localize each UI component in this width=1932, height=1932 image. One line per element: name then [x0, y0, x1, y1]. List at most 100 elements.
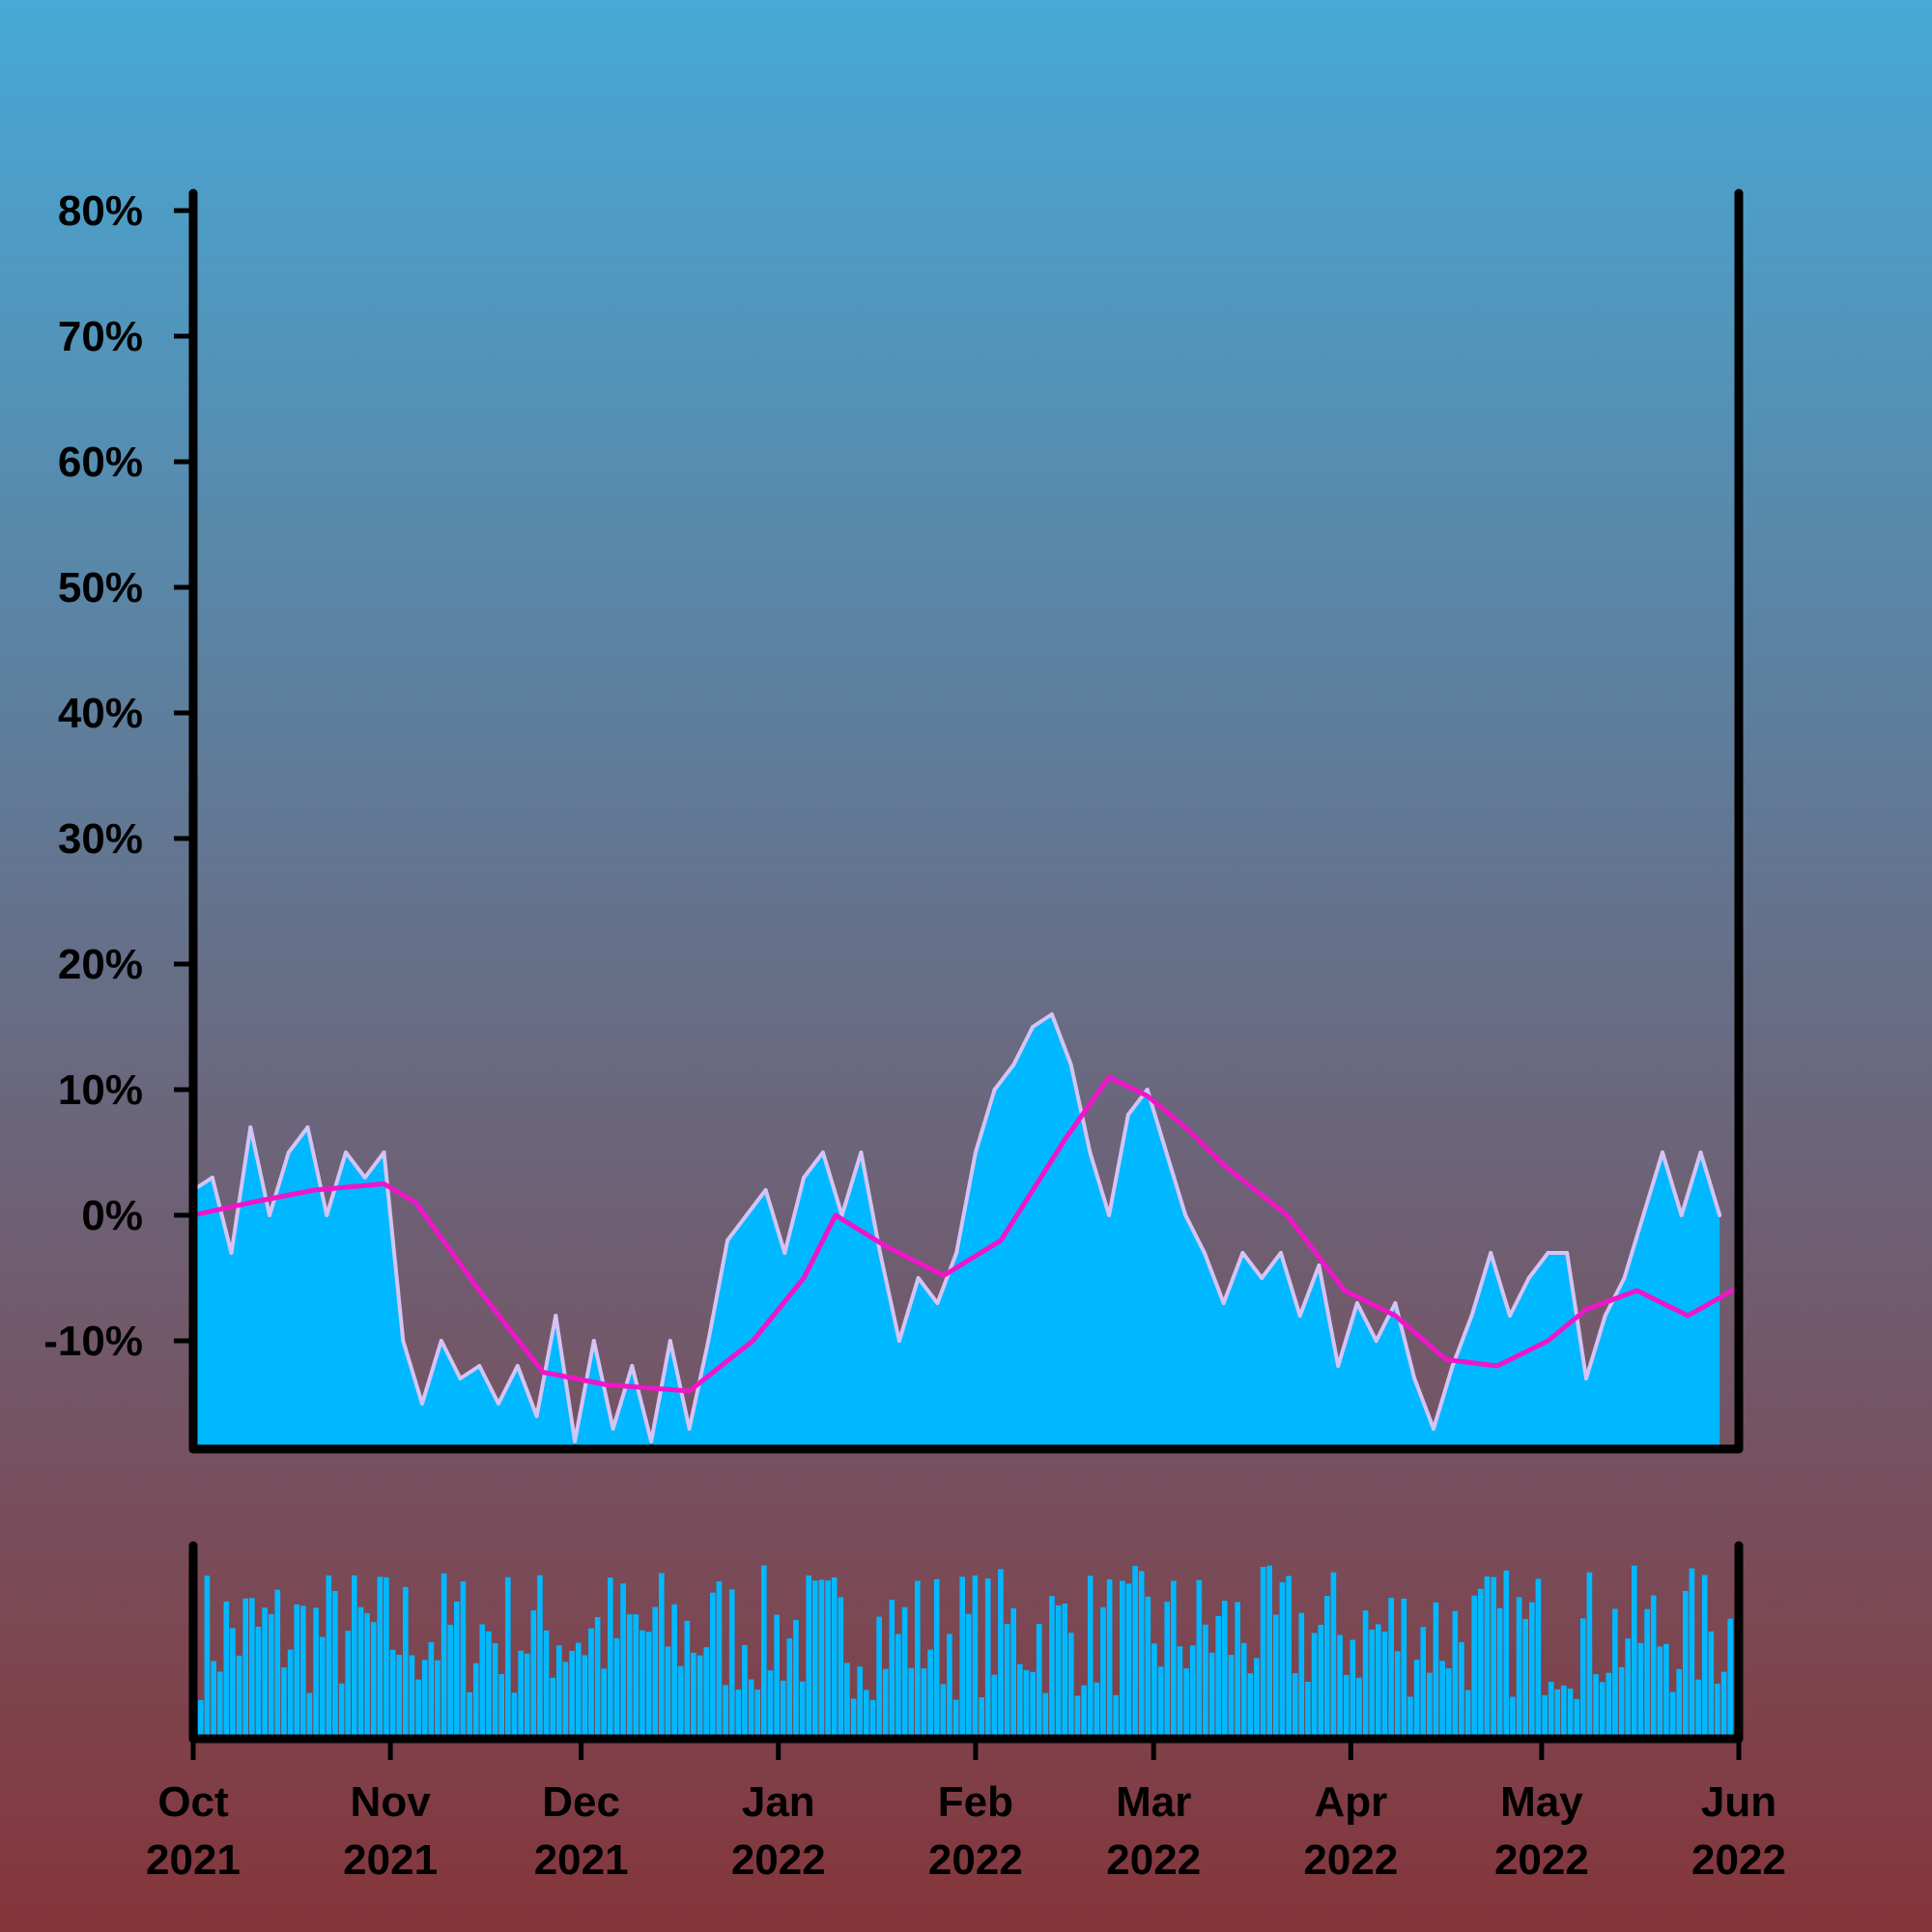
x-tick-label-month: Feb [938, 1778, 1013, 1826]
volume-bar [1151, 1643, 1157, 1736]
data-point [554, 1314, 558, 1318]
volume-bar [1081, 1685, 1087, 1736]
data-point [1374, 1339, 1378, 1343]
volume-bar [377, 1577, 384, 1736]
volume-bar [467, 1691, 472, 1736]
volume-bar [588, 1628, 594, 1736]
volume-bar [850, 1698, 857, 1736]
volume-bar [1311, 1633, 1318, 1736]
x-tick-label-year: 2022 [1106, 1836, 1201, 1884]
volume-bar [505, 1577, 511, 1736]
volume-bar [864, 1690, 869, 1736]
volume-bar [236, 1655, 242, 1736]
data-point [210, 1176, 214, 1179]
y-tick-label: 40% [58, 690, 143, 737]
volume-bar [1720, 1671, 1727, 1736]
volume-bar [313, 1607, 319, 1736]
data-point [382, 1151, 386, 1154]
volume-bar [652, 1606, 659, 1736]
volume-bar [1394, 1651, 1401, 1736]
volume-bar [1042, 1692, 1049, 1736]
volume-bar [242, 1598, 249, 1736]
data-point [1432, 1427, 1435, 1431]
data-point [973, 1151, 978, 1154]
x-tick-label-year: 2022 [1691, 1836, 1786, 1884]
volume-bar [1062, 1604, 1068, 1736]
volume-bar [594, 1617, 601, 1736]
volume-bar [786, 1638, 793, 1736]
volume-bar [1049, 1596, 1055, 1736]
x-tick-label-year: 2022 [731, 1836, 826, 1884]
volume-bar [1164, 1602, 1171, 1736]
data-point [1489, 1251, 1493, 1255]
volume-bar [1125, 1583, 1132, 1736]
x-tick-label-year: 2022 [1494, 1836, 1589, 1884]
volume-bar [1189, 1645, 1196, 1736]
volume-bar [332, 1591, 338, 1736]
volume-bar [1452, 1610, 1459, 1736]
data-point [286, 1151, 291, 1154]
volume-bar [319, 1636, 326, 1736]
volume-bar [1254, 1658, 1260, 1736]
volume-bar [927, 1649, 933, 1736]
data-point [229, 1251, 234, 1255]
x-tick-label-month: Mar [1116, 1778, 1191, 1826]
data-point [1107, 1213, 1112, 1217]
data-point [649, 1439, 654, 1443]
data-point [1698, 1151, 1703, 1154]
volume-bar [352, 1575, 357, 1736]
y-tick-label: 80% [58, 187, 143, 235]
data-point [1297, 1314, 1302, 1318]
volume-bar [1343, 1674, 1350, 1736]
volume-bar [300, 1605, 306, 1736]
volume-bar [857, 1666, 864, 1736]
volume-bar [1650, 1595, 1657, 1736]
volume-bar [1145, 1596, 1151, 1736]
volume-bar [1132, 1566, 1138, 1736]
volume-bar [1183, 1668, 1189, 1736]
volume-bar [735, 1690, 742, 1736]
volume-bar [1298, 1612, 1305, 1736]
volume-bar [882, 1668, 889, 1736]
data-point [706, 1339, 711, 1343]
volume-bar [281, 1667, 287, 1736]
x-tick-label-month: Apr [1314, 1778, 1387, 1826]
volume-bar [1203, 1624, 1208, 1736]
volume-bar [723, 1685, 728, 1736]
volume-bar [1529, 1602, 1535, 1736]
x-tick-label-year: 2021 [146, 1836, 241, 1884]
data-point [1088, 1151, 1093, 1154]
volume-bar [524, 1653, 530, 1736]
volume-bar [742, 1645, 748, 1736]
x-tick-label-month: May [1500, 1778, 1583, 1826]
data-point [401, 1339, 406, 1343]
data-point [744, 1213, 749, 1217]
volume-bar [1235, 1602, 1240, 1736]
volume-bar [1171, 1580, 1177, 1736]
volume-bar [1701, 1575, 1708, 1736]
volume-bar [1586, 1572, 1593, 1736]
volume-bar [1445, 1668, 1452, 1736]
volume-bar [838, 1597, 844, 1736]
data-point [1661, 1151, 1664, 1154]
volume-bar [1669, 1691, 1676, 1736]
volume-bar [1478, 1588, 1484, 1736]
volume-bar [454, 1601, 460, 1736]
volume-bar [1554, 1689, 1561, 1736]
chart-frame [188, 188, 1744, 1744]
volume-bar [1715, 1683, 1720, 1736]
volume-bar [1087, 1576, 1094, 1736]
volume-bar [844, 1662, 850, 1736]
volume-bar [1157, 1666, 1164, 1736]
y-tick-label: 50% [58, 564, 143, 611]
volume-bar [1612, 1608, 1618, 1736]
data-point [1508, 1314, 1512, 1318]
data-point [1260, 1276, 1264, 1280]
volume-bar [1401, 1598, 1407, 1736]
data-point [1164, 1151, 1169, 1154]
volume-bar [530, 1610, 537, 1736]
data-point [630, 1364, 635, 1368]
data-point [1202, 1251, 1207, 1255]
y-tick-label: 30% [58, 815, 143, 863]
